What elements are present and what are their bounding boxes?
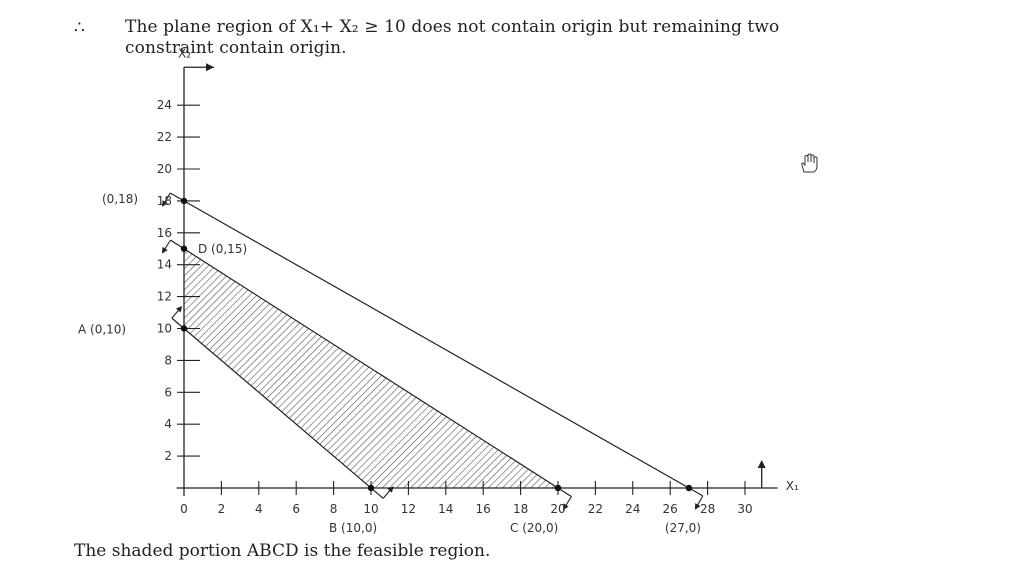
y-tick-label: 18 xyxy=(157,194,172,208)
conclusion-sentence: The shaded portion ABCD is the feasible … xyxy=(74,541,491,561)
constraint-direction-arrow-head xyxy=(161,246,168,254)
point-label: B (10,0) xyxy=(329,521,377,535)
y-tick-label: 14 xyxy=(157,258,172,272)
constraint-direction-arrow-head xyxy=(176,305,183,313)
constraint-direction-arrow-head xyxy=(562,503,569,511)
point-label: (0,18) xyxy=(102,192,138,206)
vertex-point xyxy=(180,325,188,332)
constraint-line xyxy=(171,317,384,499)
point-label: A (0,10) xyxy=(78,323,126,337)
constraint-direction-arrow-head xyxy=(694,503,701,510)
x-tick-label: 0 xyxy=(180,502,188,516)
therefore-symbol: ∴ xyxy=(74,18,85,38)
constraint-line xyxy=(170,239,572,498)
vertex-point xyxy=(180,197,188,205)
x-tick-label: 24 xyxy=(625,502,640,516)
x-tick-label: 14 xyxy=(438,502,453,516)
x-tick-label: 4 xyxy=(255,502,263,516)
constraint-direction-arrow-head xyxy=(387,486,394,493)
x-tick-label: 2 xyxy=(218,502,226,516)
y-tick-label: 4 xyxy=(164,417,172,431)
y-axis-label: X₂ xyxy=(178,46,191,60)
x-tick-label: 8 xyxy=(330,502,338,516)
y-tick-label: 12 xyxy=(157,290,172,304)
y-tick-label: 24 xyxy=(157,98,172,112)
x-tick-label: 28 xyxy=(700,502,715,516)
x-tick-label: 6 xyxy=(292,502,300,516)
x-axis-label: X₁ xyxy=(786,479,799,493)
y-tick-label: 10 xyxy=(157,322,172,336)
hand-cursor-icon xyxy=(801,153,818,173)
constraint-direction-arrow-head xyxy=(162,200,168,207)
vertex-point xyxy=(367,484,375,492)
x-tick-label: 16 xyxy=(476,502,491,516)
constraint-line xyxy=(169,192,704,497)
y-tick-label: 8 xyxy=(164,353,172,367)
y-tick-label: 2 xyxy=(164,449,172,463)
point-label: C (20,0) xyxy=(510,521,558,535)
point-label: (27,0) xyxy=(665,521,701,535)
x-tick-label: 22 xyxy=(588,502,603,516)
x-tick-label: 12 xyxy=(401,502,416,516)
x-tick-label: 30 xyxy=(737,502,752,516)
vertex-point xyxy=(554,484,562,492)
y-tick-label: 16 xyxy=(157,226,172,240)
intro-paragraph: The plane region of X₁+ X₂ ≥ 10 does not… xyxy=(125,17,780,58)
point-label: D (0,15) xyxy=(198,242,247,256)
y-tick-label: 22 xyxy=(157,130,172,144)
x-tick-label: 20 xyxy=(550,502,565,516)
vertex-point xyxy=(180,245,188,252)
x-tick-label: 10 xyxy=(363,502,378,516)
y-axis-arrow-head xyxy=(206,63,214,72)
x-axis-arrow-head xyxy=(757,460,766,468)
x-tick-label: 26 xyxy=(663,502,678,516)
y-tick-label: 6 xyxy=(164,385,172,399)
y-tick-label: 20 xyxy=(157,162,172,176)
x-tick-label: 18 xyxy=(513,502,528,516)
vertex-point xyxy=(685,484,693,492)
